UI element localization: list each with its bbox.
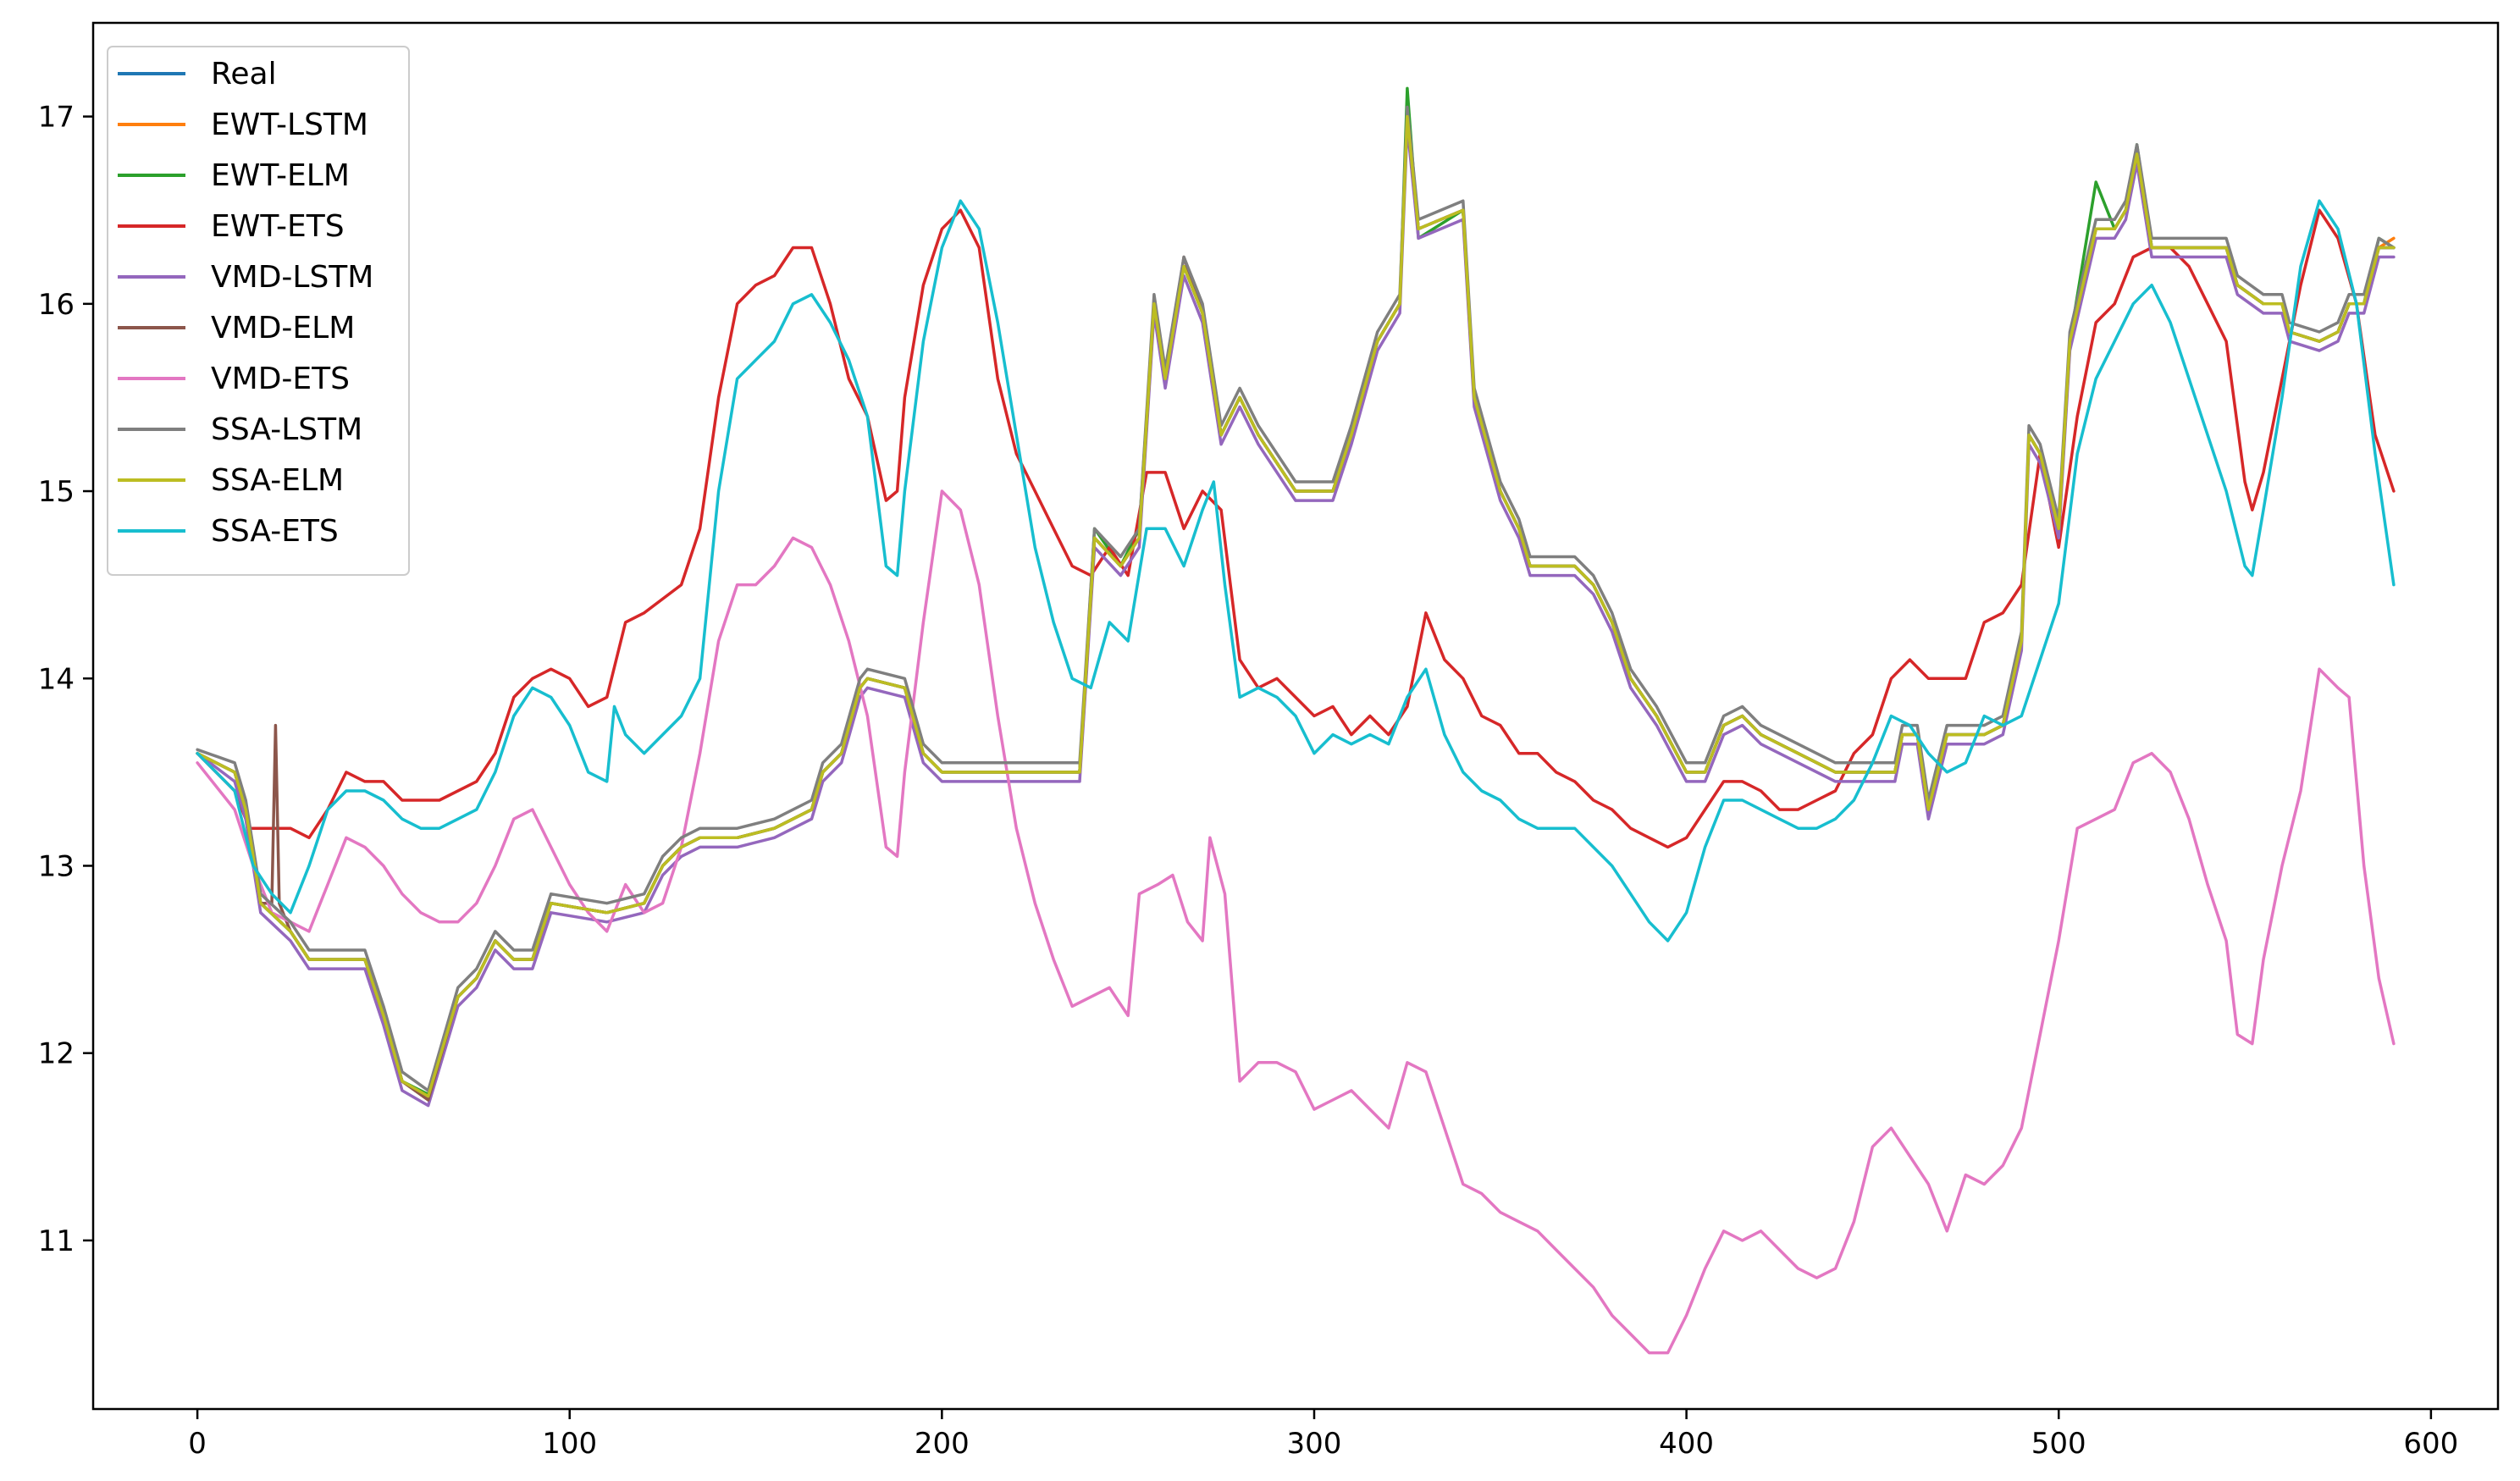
y-tick-label: 14 [38,662,75,696]
legend-label: EWT-ELM [211,158,350,193]
x-axis: 0 100 200 300 400 500 600 [188,1409,2458,1461]
x-tick-label: 100 [542,1427,597,1461]
legend-label: Real [211,57,277,91]
x-tick-label: 0 [188,1427,207,1461]
y-tick-label: 16 [38,288,75,322]
legend: Real EWT-LSTM EWT-ELM EWT-ETS VMD-LSTM VMD-EL… [107,46,410,576]
legend-label: EWT-LSTM [211,108,368,142]
y-axis: 11 12 13 14 15 16 17 [38,101,93,1258]
series-line-ssa-ets [196,199,2396,942]
legend-label: SSA-ETS [211,514,339,549]
y-tick-label: 17 [38,101,75,135]
legend-label: EWT-ETS [211,209,345,244]
series-layer [196,86,2396,1355]
x-tick-label: 400 [1659,1427,1714,1461]
y-tick-label: 11 [38,1224,75,1258]
series-line-vmd-lstm [196,124,2396,1108]
x-tick-label: 500 [2031,1427,2086,1461]
legend-label: SSA-LSTM [211,412,362,447]
plot-frame [91,21,2500,1411]
x-tick-label: 300 [1287,1427,1342,1461]
y-tick-label: 15 [38,475,75,509]
y-tick-label: 12 [38,1037,75,1071]
series-line-vmd-ets [196,489,2396,1355]
legend-box [107,46,410,576]
x-tick-label: 600 [2403,1427,2458,1461]
x-tick-label: 200 [915,1427,970,1461]
legend-label: VMD-ELM [211,311,355,345]
series-line-ssa-elm [196,114,2396,1098]
legend-label: VMD-LSTM [211,260,373,295]
y-tick-label: 13 [38,849,75,883]
legend-label: SSA-ELM [211,463,344,498]
legend-label: VMD-ETS [211,362,350,396]
